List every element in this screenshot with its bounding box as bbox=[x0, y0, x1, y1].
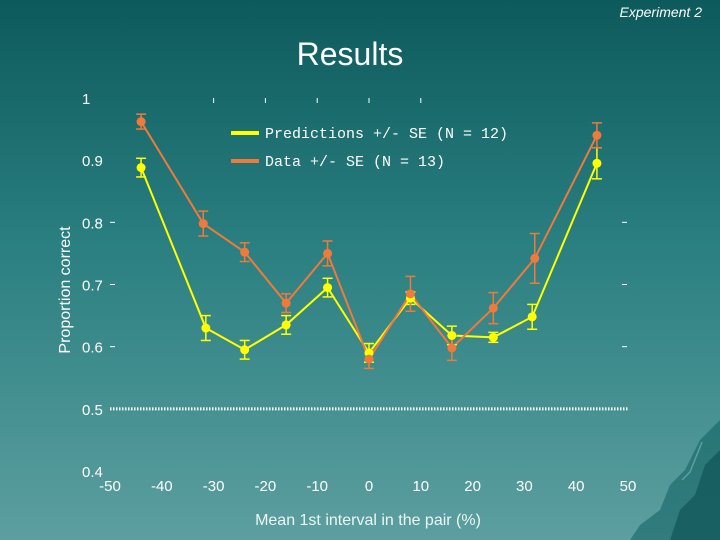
y-axis-label: Proportion correct bbox=[57, 226, 74, 354]
x-tick-label: 10 bbox=[412, 478, 429, 495]
data-point bbox=[527, 312, 537, 322]
x-tick-label: -40 bbox=[151, 478, 173, 495]
data-point bbox=[488, 303, 498, 313]
slide-title: Results bbox=[296, 36, 404, 72]
data-point bbox=[281, 298, 291, 308]
data-point bbox=[405, 289, 415, 299]
x-tick-label: -20 bbox=[255, 478, 277, 495]
y-tick-label: 0.8 bbox=[82, 215, 103, 232]
data-point bbox=[136, 117, 146, 127]
data-point bbox=[592, 130, 602, 140]
data-point bbox=[447, 343, 457, 353]
data-point bbox=[201, 323, 211, 333]
data-point bbox=[323, 283, 333, 293]
y-tick-label: 0.7 bbox=[82, 278, 103, 295]
y-tick-label: 0.5 bbox=[82, 402, 103, 419]
ice-decoration bbox=[630, 420, 720, 540]
data-point bbox=[364, 348, 374, 358]
x-tick-label: 50 bbox=[620, 478, 637, 495]
x-tick-label: -50 bbox=[99, 478, 121, 495]
y-tick-label: 0.6 bbox=[82, 340, 103, 357]
x-axis-label: Mean 1st interval in the pair (%) bbox=[255, 512, 481, 529]
x-tick-label: 0 bbox=[365, 478, 373, 495]
x-tick-label: -10 bbox=[306, 478, 328, 495]
data-point bbox=[198, 219, 208, 229]
legend-label: Predictions +/- SE (N = 12) bbox=[265, 126, 508, 143]
data-point bbox=[488, 332, 498, 342]
data-point bbox=[447, 330, 457, 340]
data-point bbox=[136, 163, 146, 173]
x-tick-label: -30 bbox=[203, 478, 225, 495]
data-point bbox=[281, 320, 291, 330]
data-point bbox=[240, 247, 250, 257]
x-tick-label: 20 bbox=[464, 478, 481, 495]
data-point bbox=[530, 253, 540, 263]
y-tick-label: 0.9 bbox=[82, 153, 103, 170]
corner-label: Experiment 2 bbox=[619, 4, 702, 20]
x-tick-label: 30 bbox=[516, 478, 533, 495]
data-point bbox=[364, 354, 374, 364]
data-point bbox=[592, 158, 602, 168]
y-tick-label: 1 bbox=[82, 91, 90, 108]
series-line-0 bbox=[140, 162, 598, 355]
data-point bbox=[323, 248, 333, 258]
legend-label: Data +/- SE (N = 13) bbox=[265, 154, 445, 171]
x-tick-label: 40 bbox=[568, 478, 585, 495]
data-point bbox=[240, 345, 250, 355]
y-tick-label: 0.4 bbox=[82, 464, 103, 481]
